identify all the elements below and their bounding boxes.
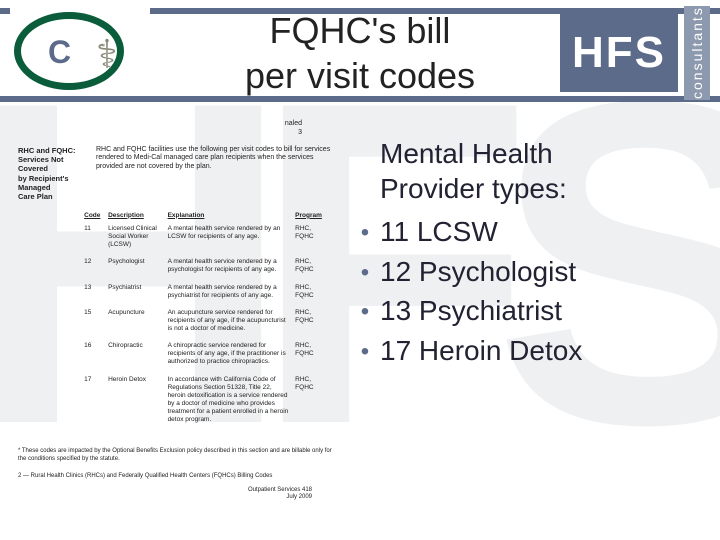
- cell-prog: RHC, FQHC: [292, 339, 332, 372]
- cell-prog: RHC, FQHC: [292, 306, 332, 339]
- th-prog: Program: [292, 210, 332, 222]
- title-line-1: FQHC's bill: [270, 10, 451, 51]
- cell-desc: Psychologist: [105, 255, 165, 280]
- doc-footnote-1: * These codes are impacted by the Option…: [18, 448, 332, 463]
- caduceus-icon: ⚕: [96, 32, 118, 78]
- bullet-text: 12 Psychologist: [380, 256, 700, 288]
- cell-code: 16: [81, 339, 105, 372]
- table-row: 11 Licensed Clinical Social Worker (LCSW…: [81, 222, 332, 255]
- slide-content: naled 3 RHC and FQHC: Services Not Cover…: [0, 108, 720, 540]
- bullet-item: • 12 Psychologist: [350, 256, 700, 290]
- bullet-item: • 11 LCSW: [350, 216, 700, 250]
- table-row: 12 Psychologist A mental health service …: [81, 255, 332, 280]
- heading-line-1: Mental Health: [380, 138, 553, 169]
- cell-desc: Psychiatrist: [105, 281, 165, 306]
- doc-top-right-1: naled: [285, 120, 302, 127]
- title-line-2: per visit codes: [245, 55, 475, 96]
- bullet-text: 11 LCSW: [380, 216, 700, 248]
- cell-desc: Licensed Clinical Social Worker (LCSW): [105, 222, 165, 255]
- doc-intro-text: RHC and FQHC facilities use the followin…: [96, 146, 332, 202]
- cell-code: 13: [81, 281, 105, 306]
- bullet-dot-icon: •: [350, 335, 380, 369]
- bullet-dot-icon: •: [350, 295, 380, 329]
- doc-intro-row: RHC and FQHC: Services Not Covered by Re…: [18, 146, 332, 202]
- hfs-logo-box: HFS: [560, 14, 678, 92]
- cell-expl: A mental health service rendered by a ps…: [165, 281, 293, 306]
- doc-left-label-1: RHC and FQHC:: [18, 146, 76, 155]
- slide-header: C ⚕ FQHC's bill per visit codes HFS cons…: [0, 0, 720, 108]
- cell-desc: Heroin Detox: [105, 373, 165, 431]
- cell-prog: RHC, FQHC: [292, 373, 332, 431]
- cell-expl: An acupuncture service rendered for reci…: [165, 306, 293, 339]
- cell-prog: RHC, FQHC: [292, 222, 332, 255]
- bullet-item: • 13 Psychiatrist: [350, 295, 700, 329]
- doc-top-right-2: 3: [298, 129, 302, 136]
- cell-expl: In accordance with California Code of Re…: [165, 373, 293, 431]
- bullet-dot-icon: •: [350, 256, 380, 290]
- doc-left-label-2: Services Not Covered: [18, 155, 63, 173]
- bullet-dot-icon: •: [350, 216, 380, 250]
- cell-prog: RHC, FQHC: [292, 281, 332, 306]
- logo-left-letter: C: [48, 34, 71, 71]
- cell-expl: A mental health service rendered by a ps…: [165, 255, 293, 280]
- bullets-panel: Mental Health Provider types: • 11 LCSW …: [340, 108, 720, 540]
- logo-left: C ⚕: [10, 6, 150, 96]
- th-expl: Explanation: [165, 210, 293, 222]
- doc-footnotes: * These codes are impacted by the Option…: [18, 448, 332, 481]
- th-code: Code: [81, 210, 105, 222]
- logo-right: HFS consultants: [560, 6, 710, 100]
- doc-table-row: Code Description Explanation Program 11 …: [18, 210, 332, 431]
- cell-code: 15: [81, 306, 105, 339]
- table-row: 13 Psychiatrist A mental health service …: [81, 281, 332, 306]
- slide-title: FQHC's bill per visit codes: [170, 8, 550, 98]
- th-desc: Description: [105, 210, 165, 222]
- bullets-heading: Mental Health Provider types:: [350, 136, 700, 206]
- doc-left-label-3: by Recipient's Managed: [18, 174, 69, 192]
- cell-expl: A mental health service rendered by an L…: [165, 222, 293, 255]
- bullet-text: 17 Heroin Detox: [380, 335, 700, 367]
- doc-codes-table: Code Description Explanation Program 11 …: [81, 210, 332, 431]
- doc-header-right: naled 3: [18, 120, 332, 138]
- doc-footer-right-1: Outpatient Services 418: [248, 487, 312, 493]
- cell-code: 12: [81, 255, 105, 280]
- doc-left-label-4: Care Plan: [18, 192, 53, 201]
- table-row: 17 Heroin Detox In accordance with Calif…: [81, 373, 332, 431]
- table-row: 16 Chiropractic A chiropractic service r…: [81, 339, 332, 372]
- table-row: 15 Acupuncture An acupuncture service re…: [81, 306, 332, 339]
- cell-desc: Acupuncture: [105, 306, 165, 339]
- cell-desc: Chiropractic: [105, 339, 165, 372]
- cell-expl: A chiropractic service rendered for reci…: [165, 339, 293, 372]
- cell-prog: RHC, FQHC: [292, 255, 332, 280]
- document-thumbnail: naled 3 RHC and FQHC: Services Not Cover…: [0, 108, 340, 540]
- bullet-text: 13 Psychiatrist: [380, 295, 700, 327]
- bullet-item: • 17 Heroin Detox: [350, 335, 700, 369]
- cell-code: 17: [81, 373, 105, 431]
- cell-code: 11: [81, 222, 105, 255]
- hfs-logo-side: consultants: [684, 6, 710, 100]
- doc-table-left-spacer: [18, 210, 81, 431]
- doc-footnote-2: 2 — Rural Health Clinics (RHCs) and Fede…: [18, 473, 332, 481]
- doc-footer-right-2: July 2009: [286, 494, 312, 500]
- doc-left-label: RHC and FQHC: Services Not Covered by Re…: [18, 146, 96, 202]
- doc-footer-right: Outpatient Services 418 July 2009: [18, 487, 332, 502]
- heading-line-2: Provider types:: [380, 173, 567, 204]
